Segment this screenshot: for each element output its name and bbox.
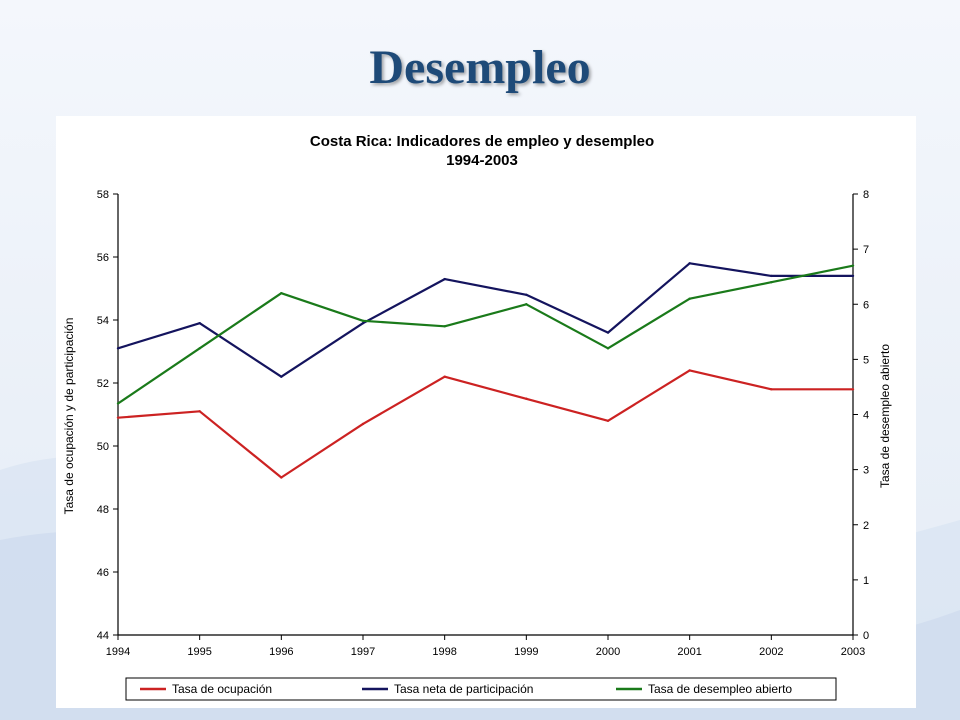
left-axis-tick-label: 54 bbox=[97, 315, 109, 327]
right-axis-tick-label: 2 bbox=[863, 520, 869, 532]
x-axis-tick-label: 2001 bbox=[677, 646, 701, 658]
right-axis-tick-label: 0 bbox=[863, 630, 869, 642]
series-1-point bbox=[280, 476, 283, 479]
left-axis-tick-label: 48 bbox=[97, 504, 109, 516]
series-2-point bbox=[606, 331, 610, 334]
series-3-point bbox=[606, 347, 610, 350]
right-axis-tick-label: 4 bbox=[863, 410, 869, 422]
right-axis-tick-label: 5 bbox=[863, 354, 869, 366]
slide-title: Desempleo bbox=[369, 41, 591, 94]
series-2-point bbox=[198, 321, 201, 325]
left-axis-tick-label: 52 bbox=[97, 378, 109, 390]
legend-label: Tasa de desempleo abierto bbox=[648, 682, 792, 696]
series-3-point bbox=[688, 297, 691, 300]
chart: Costa Rica: Indicadores de empleo y dese… bbox=[62, 133, 892, 701]
x-axis-tick-label: 1994 bbox=[106, 646, 130, 658]
chart-panel: Costa Rica: Indicadores de empleo y dese… bbox=[56, 116, 916, 708]
legend-label: Tasa neta de participación bbox=[394, 682, 533, 696]
x-axis-tick-label: 2003 bbox=[841, 646, 865, 658]
x-axis-tick-label: 1995 bbox=[187, 646, 211, 658]
series-3-point bbox=[770, 281, 773, 284]
series-1-point bbox=[443, 375, 446, 378]
series-1-point bbox=[851, 388, 855, 391]
right-axis-tick-label: 3 bbox=[863, 465, 869, 477]
series-3-point bbox=[851, 264, 855, 267]
chart-subtitle: 1994-2003 bbox=[446, 152, 518, 169]
series-1-point bbox=[525, 397, 528, 400]
series-3-point bbox=[198, 347, 201, 350]
series-1-point bbox=[361, 422, 365, 426]
left-axis-tick-label: 44 bbox=[97, 630, 109, 642]
series-1-point bbox=[688, 369, 691, 372]
series-line-3 bbox=[117, 264, 854, 405]
series-2-point bbox=[280, 375, 283, 378]
series-3-point bbox=[280, 292, 283, 295]
right-axis-tick-label: 8 bbox=[863, 189, 869, 201]
series-1-point bbox=[116, 416, 120, 419]
left-axis-tick-label: 56 bbox=[97, 252, 109, 264]
right-axis-tick-label: 7 bbox=[863, 244, 869, 256]
right-axis-tick-label: 6 bbox=[863, 299, 869, 311]
series-2-point bbox=[688, 262, 691, 265]
series-1-point bbox=[606, 419, 610, 422]
left-axis-tick-label: 50 bbox=[97, 441, 109, 453]
series-3-point bbox=[525, 303, 528, 306]
series-2-point bbox=[851, 274, 855, 278]
series-3-point bbox=[443, 325, 446, 328]
legend-label: Tasa de ocupación bbox=[172, 682, 272, 696]
left-axis-tick-label: 46 bbox=[97, 567, 109, 579]
series-3-point bbox=[361, 319, 365, 322]
left-axis-label: Tasa de ocupación y de participación bbox=[62, 318, 76, 515]
series-line-2 bbox=[117, 262, 853, 378]
legend: Tasa de ocupación Tasa neta de participac… bbox=[140, 682, 792, 696]
left-axis-tick-label: 58 bbox=[97, 189, 109, 201]
series-1-point bbox=[770, 388, 773, 391]
x-axis-tick-label: 2002 bbox=[759, 646, 783, 658]
legend-box bbox=[125, 677, 837, 701]
series-2-point bbox=[443, 277, 446, 281]
x-axis-tick-label: 2000 bbox=[596, 646, 620, 658]
series-2-point bbox=[116, 347, 120, 350]
series-3-point bbox=[116, 402, 120, 405]
x-axis-tick-label: 1996 bbox=[269, 646, 293, 658]
series-2-point bbox=[525, 293, 528, 296]
series-2-point bbox=[361, 321, 365, 325]
x-axis-tick-label: 1999 bbox=[514, 646, 538, 658]
right-axis-tick-label: 1 bbox=[863, 575, 869, 587]
x-axis-tick-label: 1997 bbox=[351, 646, 375, 658]
right-axis-label: Tasa de desempleo abierto bbox=[878, 344, 892, 488]
series-1-point bbox=[198, 410, 201, 413]
series-2-point bbox=[770, 274, 773, 278]
x-axis-tick-label: 1998 bbox=[432, 646, 456, 658]
chart-title: Costa Rica: Indicadores de empleo y dese… bbox=[310, 133, 654, 150]
series-line-1 bbox=[117, 369, 853, 479]
